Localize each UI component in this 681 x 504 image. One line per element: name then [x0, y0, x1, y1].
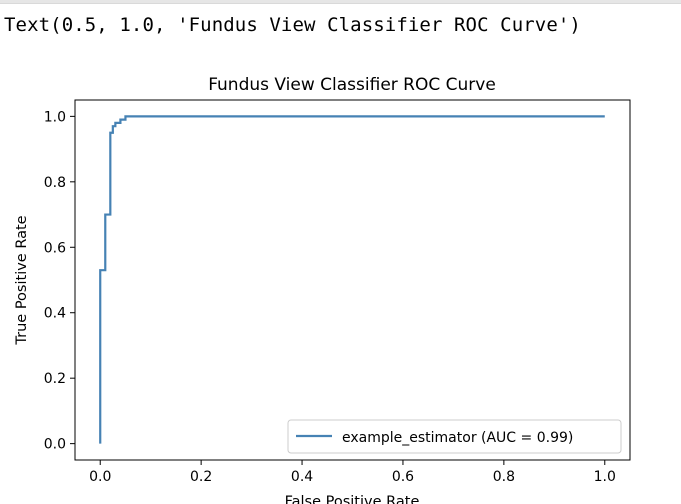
y-axis-label: True Positive Rate — [14, 215, 30, 345]
legend-entry-label: example_estimator (AUC = 0.99) — [342, 430, 573, 446]
y-tick-label: 0.0 — [44, 437, 66, 453]
x-tick-label: 0.2 — [190, 469, 212, 485]
y-tick-labels: 0.0 0.2 0.4 0.6 0.8 1.0 — [44, 109, 66, 452]
y-ticks — [70, 115, 75, 445]
x-tick-label: 0.0 — [89, 469, 111, 485]
y-tick-label: 0.8 — [44, 175, 66, 191]
legend: example_estimator (AUC = 0.99) — [287, 419, 622, 454]
x-ticks — [99, 460, 606, 465]
cell-divider — [0, 0, 681, 4]
roc-series-line — [99, 115, 605, 444]
chart-title: Fundus View Classifier ROC Curve — [208, 75, 496, 95]
y-tick-label: 0.6 — [44, 240, 66, 256]
x-tick-label: 0.8 — [493, 469, 515, 485]
x-tick-label: 0.6 — [392, 469, 414, 485]
legend-box — [287, 419, 622, 454]
y-tick-label: 0.4 — [44, 306, 66, 322]
cell-output-text: Text(0.5, 1.0, 'Fundus View Classifier R… — [4, 14, 581, 36]
x-tick-label: 0.4 — [291, 469, 313, 485]
plot-frame — [74, 99, 631, 461]
x-tick-label: 1.0 — [594, 469, 616, 485]
x-tick-labels: 0.0 0.2 0.4 0.6 0.8 1.0 — [89, 469, 616, 485]
x-axis-label: False Positive Rate — [285, 494, 420, 504]
y-tick-label: 0.2 — [44, 371, 66, 387]
y-tick-label: 1.0 — [44, 109, 66, 125]
